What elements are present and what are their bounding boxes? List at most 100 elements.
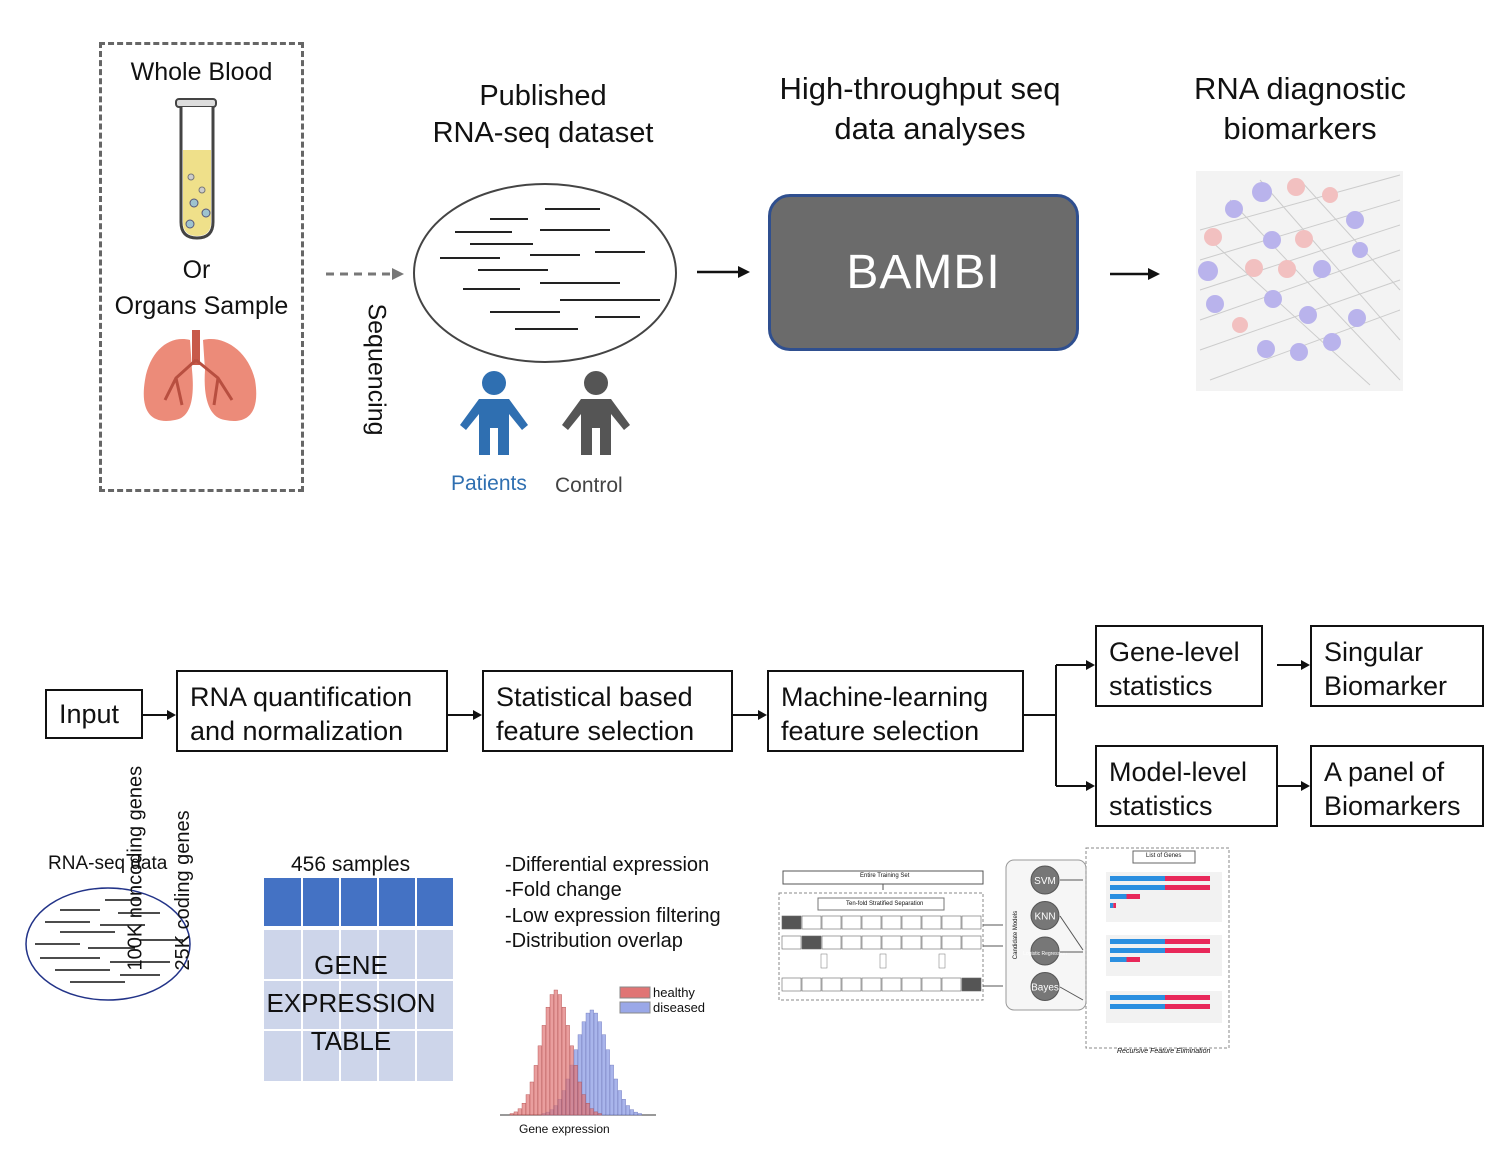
histogram-bar-diseased — [621, 1099, 626, 1116]
sample-box — [99, 42, 304, 492]
sample-or-label: Or — [182, 256, 211, 284]
shap-bar-blue — [1110, 957, 1127, 962]
histogram-bar-diseased — [541, 1113, 546, 1116]
histogram-bar-diseased — [601, 1034, 606, 1116]
singular-biomarker-box: Singular Biomarker — [1310, 625, 1484, 707]
histogram-bar-diseased — [597, 1021, 602, 1116]
statistical-selection-box: Statistical based feature selection — [482, 670, 733, 752]
shap-bar-red — [1165, 948, 1210, 953]
sequencing-label: Sequencing — [362, 303, 391, 436]
input-label: Input — [59, 699, 120, 729]
model-level-box: Model-level statistics — [1095, 745, 1278, 827]
fold-cell — [881, 977, 902, 992]
fold-cell — [921, 977, 942, 992]
histogram-bar-diseased — [553, 1105, 558, 1116]
fold-cell — [861, 935, 882, 950]
model-node — [1030, 972, 1060, 1001]
panel-biomarkers-box: A panel of Biomarkers — [1310, 745, 1484, 827]
shap-bar-red — [1165, 939, 1210, 944]
histogram-bar-healthy — [585, 1103, 590, 1116]
fold-cell — [961, 935, 982, 950]
histogram-bar-diseased — [585, 1012, 590, 1116]
sample-organs-label: Organs Sample — [114, 292, 289, 320]
histogram-bar-diseased — [637, 1113, 642, 1116]
input-box: Input — [45, 689, 143, 739]
panel-biomarkers-line2: Biomarkers — [1324, 791, 1461, 821]
statistical-selection-line2: feature selection — [496, 716, 695, 746]
histogram-bar-diseased — [633, 1111, 638, 1116]
fold-cell — [921, 915, 942, 930]
stat-method-4: -Distribution overlap — [505, 930, 683, 952]
histogram-bar-healthy — [533, 1065, 538, 1116]
legend-swatch-healthy — [619, 986, 651, 999]
fold-cell — [841, 977, 862, 992]
histogram-bar-diseased — [589, 1009, 594, 1116]
ml-candidate-label: Candidate Models — [1013, 910, 1019, 960]
shap-bar-blue — [1110, 939, 1165, 944]
shap-bar-blue — [1110, 1004, 1165, 1009]
fold-cell — [921, 935, 942, 950]
histogram-bar-diseased — [613, 1078, 618, 1116]
ml-training-label: Entire Training Set — [860, 873, 910, 879]
histogram-bar-healthy — [529, 1081, 534, 1116]
table-text-line3: TABLE — [310, 1026, 392, 1056]
fold-cell — [781, 935, 802, 950]
legend-swatch-diseased — [619, 1001, 651, 1014]
ellipsis-mark — [879, 953, 887, 969]
fold-cell — [901, 977, 922, 992]
stat-method-3: -Low expression filtering — [505, 905, 721, 927]
gene-level-line2: statistics — [1109, 671, 1213, 701]
model-label: SVM — [1034, 876, 1056, 887]
bambi-label: BAMBI — [846, 246, 1001, 299]
histogram-bar-healthy — [541, 1025, 546, 1116]
fold-cell — [881, 935, 902, 950]
noncoding-genes-label: 100K noncoding genes — [124, 765, 147, 971]
model-level-line1: Model-level — [1109, 757, 1248, 787]
fold-cell — [841, 915, 862, 930]
fold-cell — [961, 977, 982, 992]
histogram-bar-healthy — [593, 1111, 598, 1116]
histogram-bar-healthy — [553, 989, 558, 1116]
statistical-selection-line1: Statistical based — [496, 682, 693, 712]
dataset-title-line2: RNA-seq dataset — [432, 117, 654, 149]
fold-cell — [881, 915, 902, 930]
histogram-bar-healthy — [573, 1065, 578, 1116]
model-label: KNN — [1034, 912, 1055, 923]
histogram-bar-healthy — [565, 1025, 570, 1116]
fold-cell — [821, 935, 842, 950]
histogram-bar-diseased — [549, 1109, 554, 1116]
fold-cell — [941, 977, 962, 992]
fold-cell — [781, 977, 802, 992]
gene-level-line1: Gene-level — [1109, 637, 1240, 667]
ml-selection-line1: Machine-learning — [781, 682, 989, 712]
histogram-bar-healthy — [557, 994, 562, 1116]
fold-cell — [901, 935, 922, 950]
histogram-bar-healthy — [517, 1108, 522, 1116]
histogram-bar-healthy — [537, 1045, 542, 1116]
shap-bar-red — [1113, 903, 1116, 908]
gene-level-box: Gene-level statistics — [1095, 625, 1263, 707]
model-node — [1030, 901, 1060, 930]
histogram-bar-healthy — [549, 994, 554, 1116]
histogram-bar-healthy — [513, 1111, 518, 1116]
ellipsis-mark — [820, 953, 828, 969]
model-level-line2: statistics — [1109, 791, 1213, 821]
model-label: Bayes — [1031, 983, 1059, 994]
dataset-title-line1: Published — [479, 80, 607, 112]
shap-bar-blue — [1110, 876, 1165, 881]
panel-biomarkers-line1: A panel of — [1324, 757, 1445, 787]
shap-bar-blue — [1110, 995, 1165, 1000]
analysis-title-line1: High-throughput seq — [779, 71, 1061, 106]
model-node — [1030, 865, 1060, 895]
shap-bar-red — [1165, 995, 1210, 1000]
histogram-bar-healthy — [581, 1094, 586, 1116]
shap-bar-red — [1126, 894, 1140, 899]
shap-panel — [1106, 872, 1222, 922]
shap-bar-blue — [1110, 885, 1165, 890]
histogram-bar-diseased — [545, 1111, 550, 1116]
histogram-bar-healthy — [597, 1113, 602, 1116]
patients-label: Patients — [451, 472, 527, 495]
fold-cell — [861, 915, 882, 930]
analysis-title-line2: data analyses — [834, 111, 1026, 146]
histogram-legend-healthy: healthy — [653, 985, 695, 1000]
